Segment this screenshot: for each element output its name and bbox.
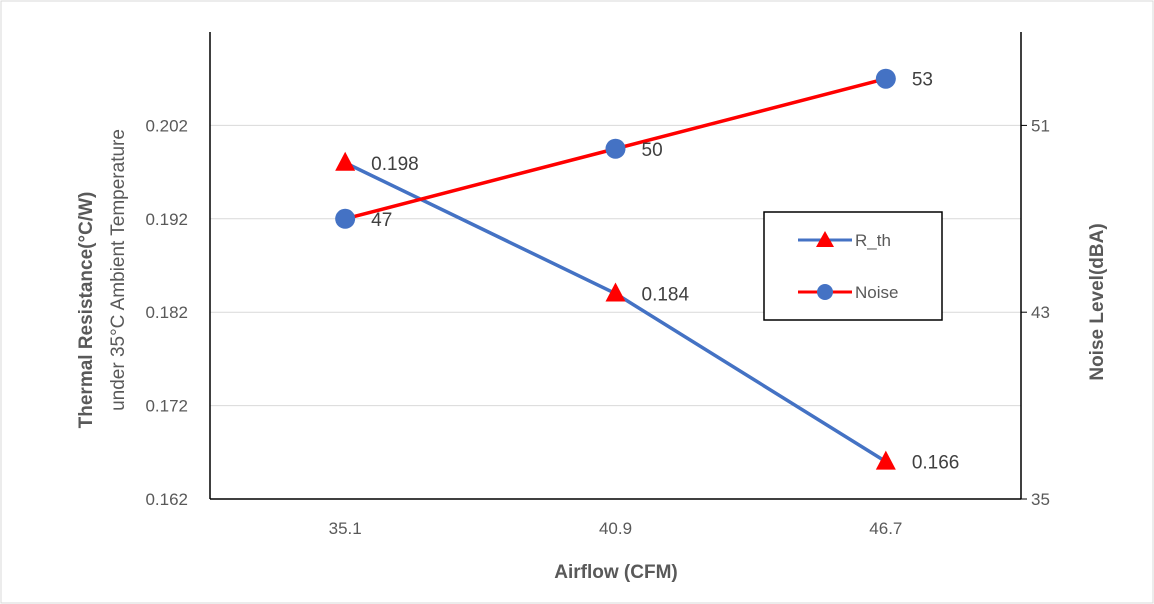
y2-tick-label: 35 <box>1031 490 1050 509</box>
y-tick-label: 0.162 <box>145 490 188 509</box>
legend-noise-marker <box>817 284 833 300</box>
y-axis-title: Thermal Resistance(°C/W) <box>76 192 97 429</box>
y-tick-label: 0.192 <box>145 210 188 229</box>
series-markers <box>335 68 896 470</box>
x-axis-title: Airflow (CFM) <box>554 562 677 583</box>
x-tick-label: 46.7 <box>869 519 902 538</box>
tick-labels: 0.162 0.172 0.182 0.192 0.202 35 43 51 35.1 40.9 4… <box>145 116 1049 538</box>
data-labels: 0.198 0.184 0.166 47 50 53 <box>371 70 959 474</box>
legend-noise-label: Noise <box>855 283 898 302</box>
legend: R_th Noise <box>763 211 943 321</box>
data-label-noise: 47 <box>371 210 392 231</box>
axes <box>209 32 1027 500</box>
y-tick-label: 0.182 <box>145 303 188 322</box>
data-label-r-th: 0.198 <box>371 154 419 175</box>
y-axis-subtitle: under 35°C Ambient Temperature <box>108 129 129 411</box>
y-tick-label: 0.202 <box>145 116 188 135</box>
legend-box <box>763 211 943 321</box>
x-tick-label: 40.9 <box>599 519 632 538</box>
data-point-noise <box>875 68 896 89</box>
data-label-noise: 53 <box>912 70 933 91</box>
data-label-r-th: 0.166 <box>912 453 960 474</box>
data-point-r-th <box>605 282 626 302</box>
data-label-noise: 50 <box>642 140 663 161</box>
y2-tick-label: 51 <box>1031 116 1050 135</box>
data-point-r-th <box>875 450 896 470</box>
data-point-noise <box>605 138 626 159</box>
data-point-r-th <box>335 151 356 171</box>
y-tick-label: 0.172 <box>145 397 188 416</box>
data-point-noise <box>335 208 356 229</box>
y-axis-subtitle-group: under 35°C Ambient Temperature <box>108 129 129 411</box>
y2-axis-title-group: Noise Level(dBA) <box>1087 223 1108 380</box>
y-axis-title-group: Thermal Resistance(°C/W) <box>76 192 97 429</box>
data-label-r-th: 0.184 <box>642 285 690 306</box>
legend-rth-marker <box>816 231 834 247</box>
legend-rth-label: R_th <box>855 231 891 250</box>
y2-tick-label: 43 <box>1031 303 1050 322</box>
y2-axis-title: Noise Level(dBA) <box>1087 223 1108 380</box>
x-tick-label: 35.1 <box>329 519 362 538</box>
